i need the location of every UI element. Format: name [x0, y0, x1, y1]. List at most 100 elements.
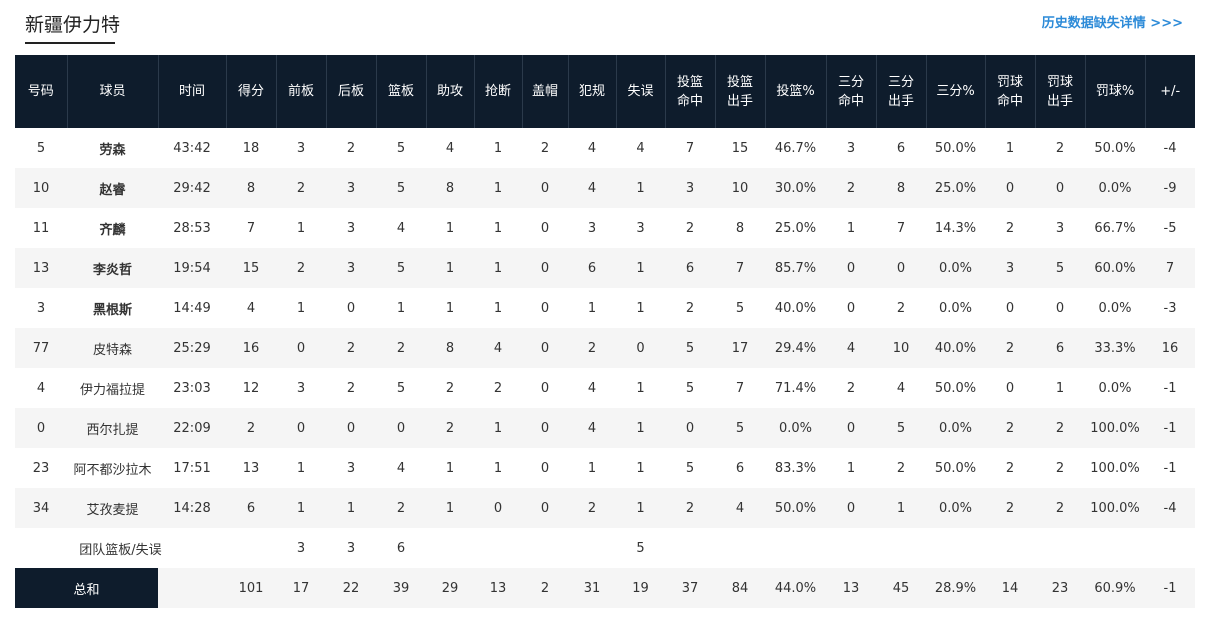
stat-cell [926, 528, 985, 568]
stat-cell: 7 [735, 380, 745, 396]
stat-cell: 3 [346, 220, 356, 236]
player-name[interactable]: 艾孜麦提 [67, 488, 158, 528]
stat-cell: 1 [426, 488, 474, 528]
stat-cell: 0 [616, 328, 665, 368]
stat-cell: 2 [522, 568, 568, 608]
player-name[interactable]: 西尔扎提 [67, 408, 158, 448]
stat-cell: 1 [636, 300, 645, 316]
stat-cell: 1 [616, 248, 665, 288]
stat-cell: 13 [826, 568, 876, 608]
stat-cell: 4 [396, 460, 406, 476]
stat-cell: 2 [896, 300, 906, 316]
stat-cell: 10 [715, 168, 765, 208]
player-name[interactable]: 阿不都沙拉木 [73, 462, 152, 478]
player-name[interactable]: 赵睿 [67, 168, 158, 208]
stat-cell: 2 [568, 328, 616, 368]
table-body: 5 劳森 43:42 18 3 2 5 4 1 2 4 4 7 15 46.7% 3 6 50.0% 1 2 50.0%… [15, 128, 1195, 608]
stat-cell: 0 [522, 408, 568, 448]
stat-cell: 2 [445, 380, 455, 396]
stat-cell: 2 [346, 140, 356, 156]
column-header: 三分 命中 [826, 55, 877, 128]
stat-cell: 31 [568, 568, 616, 608]
stat-cell: 2 [985, 488, 1035, 528]
stat-cell: 1 [1005, 140, 1015, 156]
stat-cell: 18 [242, 140, 260, 156]
stat-cell: 0 [376, 408, 426, 448]
stat-cell: 1 [445, 300, 455, 316]
stat-cell [765, 528, 826, 568]
stat-cell: 4 [587, 140, 597, 156]
stat-cell: 0 [985, 168, 1035, 208]
stat-cell: 43:42 [173, 140, 211, 156]
player-row: 77 皮特森 25:29 16 0 2 2 8 4 0 2 0 5 17 29.4% 4 10 40.0% 2 6 33… [15, 328, 1195, 368]
stat-cell: 34 [15, 488, 67, 528]
stat-cell: 0 [1005, 300, 1015, 316]
stat-cell: 23:03 [173, 380, 211, 396]
stat-cell: 101 [226, 568, 276, 608]
stat-cell: 0 [276, 328, 326, 368]
stat-cell: 8 [876, 168, 926, 208]
player-name[interactable]: 劳森 [99, 142, 126, 158]
stat-cell: 100.0% [1085, 488, 1145, 528]
player-name[interactable]: 皮特森 [67, 328, 158, 368]
stat-cell: 6 [226, 488, 276, 528]
stat-cell: 7 [246, 220, 256, 236]
stat-cell: 7 [1145, 248, 1195, 288]
stat-cell: 6 [896, 140, 906, 156]
stat-cell [665, 528, 715, 568]
column-header: 抢断 [474, 55, 523, 128]
player-name[interactable]: 伊力福拉提 [79, 382, 145, 398]
stat-cell: 0 [1035, 168, 1085, 208]
stat-cell: 3 [636, 220, 645, 236]
stat-cell: 14:49 [173, 300, 211, 316]
team-header: 新疆伊力特 历史数据缺失详情 >>> [0, 0, 1211, 55]
stat-cell: 29.4% [765, 328, 826, 368]
column-header: 投篮 出手 [715, 55, 766, 128]
stat-cell: 0 [15, 408, 67, 448]
player-row: 3 黑根斯 14:49 4 1 0 1 1 1 0 1 1 2 5 40.0% 0 2 0.0% 0 0 0.0% -3 [15, 288, 1195, 328]
stat-cell: 1 [846, 460, 856, 476]
active-tab-underline [25, 42, 115, 44]
stat-cell [715, 528, 765, 568]
stat-cell: 2 [426, 408, 474, 448]
stat-cell: 6 [665, 248, 715, 288]
stat-cell: 3 [346, 460, 356, 476]
column-header: 罚球 命中 [985, 55, 1036, 128]
stat-cell [522, 528, 568, 568]
stat-cell: 16 [1145, 328, 1195, 368]
stat-cell: 1 [636, 380, 645, 396]
stat-cell: -1 [1163, 460, 1177, 476]
totals-row: 总和 101 17 22 39 29 13 2 31 19 37 84 44.0% 13 45 28.9% 14… [15, 568, 1195, 608]
player-name[interactable]: 黑根斯 [92, 302, 132, 318]
stat-cell: 2 [376, 328, 426, 368]
stat-cell: 1 [276, 488, 326, 528]
stat-cell: 1 [445, 460, 455, 476]
player-name[interactable]: 李炎哲 [67, 248, 158, 288]
player-name[interactable]: 齐麟 [99, 222, 126, 238]
stat-cell: 1 [426, 248, 474, 288]
stat-cell: 1 [445, 220, 455, 236]
column-header: 三分% [926, 55, 986, 128]
history-missing-link[interactable]: 历史数据缺失详情 >>> [1041, 16, 1183, 31]
stat-cell: 6 [396, 540, 406, 556]
stat-cell: 0 [522, 328, 568, 368]
stat-cell: 7 [715, 248, 765, 288]
stat-cell: 1 [493, 220, 503, 236]
player-row: 23 阿不都沙拉木 17:51 13 1 3 4 1 1 0 1 1 5 6 83.3% 1 2 50.0% 2 2 1… [15, 448, 1195, 488]
stat-cell: 0 [540, 300, 550, 316]
column-header: 罚球% [1085, 55, 1146, 128]
player-row: 0 西尔扎提 22:09 2 0 0 0 2 1 0 4 1 0 5 0.0% 0 5 0.0% 2 2 100.0% -… [15, 408, 1195, 448]
column-header: 投篮% [765, 55, 827, 128]
stat-cell: 17 [276, 568, 326, 608]
stat-cell: -9 [1145, 168, 1195, 208]
stat-cell: 23 [1035, 568, 1085, 608]
stat-cell: 0 [826, 488, 876, 528]
column-header: 时间 [158, 55, 227, 128]
stat-cell: 17 [715, 328, 765, 368]
stat-cell [568, 528, 616, 568]
stat-cell: 14:28 [158, 488, 226, 528]
stat-cell: 3 [36, 300, 46, 316]
stat-cell: 1 [493, 300, 503, 316]
stat-cell: 4 [715, 488, 765, 528]
stat-cell: 13 [15, 248, 67, 288]
